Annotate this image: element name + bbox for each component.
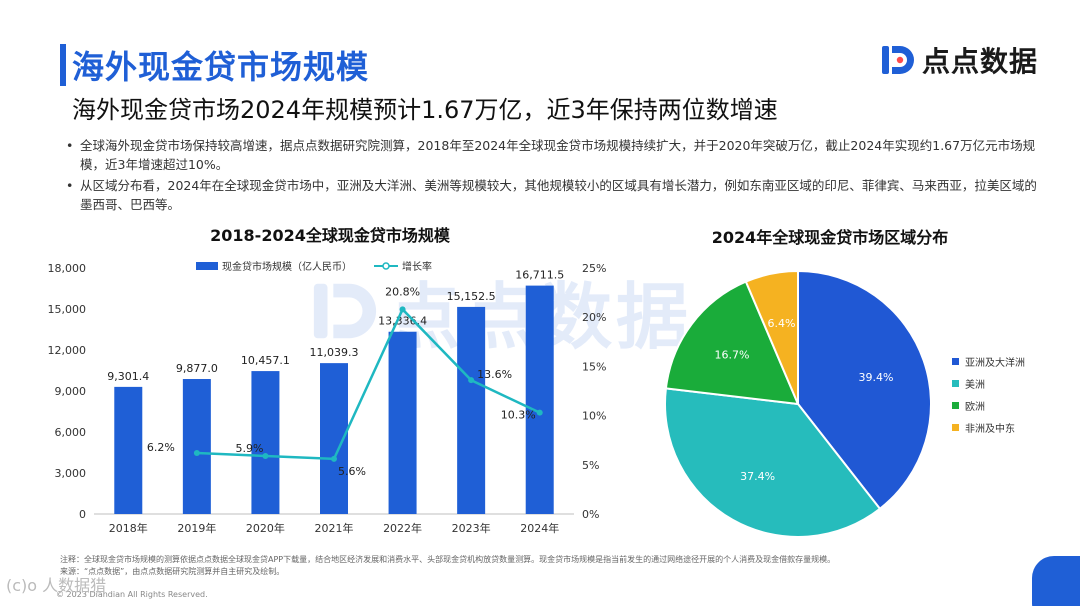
bullet-item: 从区域分布看，2024年在全球现金贷市场中，亚洲及大洋洲、美洲等规模较大，其他规…: [66, 176, 1046, 214]
corner-decoration: [1032, 556, 1080, 606]
y-right-tick-label: 25%: [582, 262, 606, 275]
x-tick-label: 2021年: [315, 521, 354, 535]
growth-rate-point: [331, 455, 337, 462]
bar-value-label: 15,152.5: [447, 290, 496, 303]
legend-dot: [952, 401, 959, 409]
copyright: © 2023 Diandian All Rights Reserved.: [56, 590, 208, 599]
bar-chart-legend: 现金贷市场规模（亿人民币） 增长率: [196, 258, 432, 273]
pie-slice: [797, 269, 932, 511]
growth-rate-label: 20.8%: [385, 285, 420, 298]
legend-dot: [952, 379, 959, 387]
bar: [388, 331, 417, 514]
growth-rate-point: [468, 377, 475, 384]
bar-value-label: 16,711.5: [515, 269, 564, 282]
pie-slice: [744, 269, 799, 405]
y-left-tick-label: 3,000: [55, 467, 87, 480]
x-tick-label: 2018年: [109, 521, 148, 535]
y-left-tick-label: 6,000: [55, 426, 87, 439]
x-tick-label: 2022年: [383, 521, 422, 535]
brand-d-icon: [882, 46, 914, 74]
pie-legend-item: 美洲: [952, 372, 1025, 394]
y-left-tick-label: 9,000: [55, 385, 87, 398]
legend-label-bar: 现金贷市场规模（亿人民币）: [222, 262, 352, 273]
page-subtitle: 海外现金贷市场2024年规模预计1.67万亿，近3年保持两位数增速: [72, 96, 778, 124]
bullet-item: 全球海外现金贷市场保持较高增速，据点点数据研究院测算，2018年至2024年全球…: [66, 136, 1046, 174]
y-right-tick-label: 0%: [582, 508, 599, 521]
bar: [182, 379, 211, 514]
legend-label: 美洲: [965, 379, 985, 391]
y-left-tick-label: 15,000: [48, 303, 87, 316]
x-tick-label: 2019年: [177, 521, 216, 535]
growth-rate-line: [196, 307, 541, 461]
bar: [525, 285, 554, 514]
bar: [457, 306, 486, 514]
y-right-tick-label: 5%: [582, 459, 599, 472]
y-right-tick-label: 20%: [582, 311, 606, 324]
corner-watermark: (c)o 人数据猎: [6, 576, 107, 595]
legend-dot: [952, 357, 959, 365]
growth-rate-label: 5.9%: [235, 442, 263, 455]
legend-label: 非洲及中东: [965, 423, 1015, 435]
pie-slice-label: 37.4%: [740, 470, 775, 483]
brand-logo: 点点数据: [880, 40, 1038, 80]
pie-slice: [664, 387, 882, 538]
bar: [114, 386, 143, 514]
pie-slice-label: 39.4%: [858, 371, 893, 384]
legend-label: 欧洲: [965, 401, 985, 413]
pie-legend-item: 非洲及中东: [952, 416, 1025, 438]
bar-value-label: 13,336.4: [378, 315, 427, 328]
pie-chart-title: 2024年全球现金贷市场区域分布: [711, 228, 949, 247]
pie-slice-label: 16.7%: [715, 349, 750, 362]
bar-value-label: 9,877.0: [176, 362, 218, 375]
y-right-tick-label: 15%: [582, 360, 606, 373]
growth-rate-point: [193, 449, 200, 456]
summary-bullets: 全球海外现金贷市场保持较高增速，据点点数据研究院测算，2018年至2024年全球…: [66, 136, 1046, 216]
pie-chart-legend: 亚洲及大洋洲 美洲 欧洲 非洲及中东: [952, 350, 1025, 438]
footnote: 注释：全球现金贷市场规模的测算依据点点数据全球现金贷APP下载量，结合地区经济发…: [60, 554, 960, 578]
page-title: 海外现金贷市场规模: [72, 48, 370, 86]
pie-slice: [664, 280, 800, 406]
legend-swatch-bar: [196, 261, 218, 270]
y-left-tick-label: 18,000: [48, 262, 87, 275]
brand-name: 点点数据: [922, 45, 1039, 78]
growth-rate-point: [536, 409, 543, 416]
y-left-tick-label: 12,000: [48, 344, 87, 357]
legend-label: 亚洲及大洋洲: [965, 357, 1025, 369]
bar-value-label: 9,301.4: [107, 370, 149, 383]
growth-rate-label: 6.2%: [147, 441, 175, 454]
pie-legend-item: 亚洲及大洋洲: [952, 350, 1025, 372]
bar-value-label: 10,457.1: [241, 354, 290, 367]
title-accent-bar: [60, 44, 66, 86]
y-left-tick-label: 0: [79, 508, 86, 521]
bar-value-label: 11,039.3: [310, 346, 359, 359]
growth-rate-label: 10.3%: [501, 409, 536, 422]
growth-rate-point: [399, 306, 406, 313]
bar: [251, 371, 280, 514]
legend-swatch-line: [374, 261, 398, 270]
legend-dot: [952, 423, 959, 431]
pie-legend-item: 欧洲: [952, 394, 1025, 416]
legend-label-line: 增长率: [402, 262, 432, 273]
x-tick-label: 2020年: [246, 521, 285, 535]
y-right-tick-label: 10%: [582, 410, 606, 423]
footnote-source: 来源：“点点数据”，由点点数据研究院测算并自主研究及绘制。: [60, 567, 285, 576]
x-tick-label: 2023年: [452, 521, 491, 535]
growth-rate-point: [262, 452, 269, 459]
footnote-note: 注释：全球现金贷市场规模的测算依据点点数据全球现金贷APP下载量，结合地区经济发…: [60, 555, 836, 564]
bar-chart-title: 2018-2024全球现金贷市场规模: [210, 226, 450, 245]
growth-rate-label: 13.6%: [477, 368, 512, 381]
pie-slice-label: 6.4%: [768, 317, 796, 330]
x-tick-label: 2024年: [520, 521, 559, 535]
growth-rate-label: 5.6%: [338, 465, 366, 478]
